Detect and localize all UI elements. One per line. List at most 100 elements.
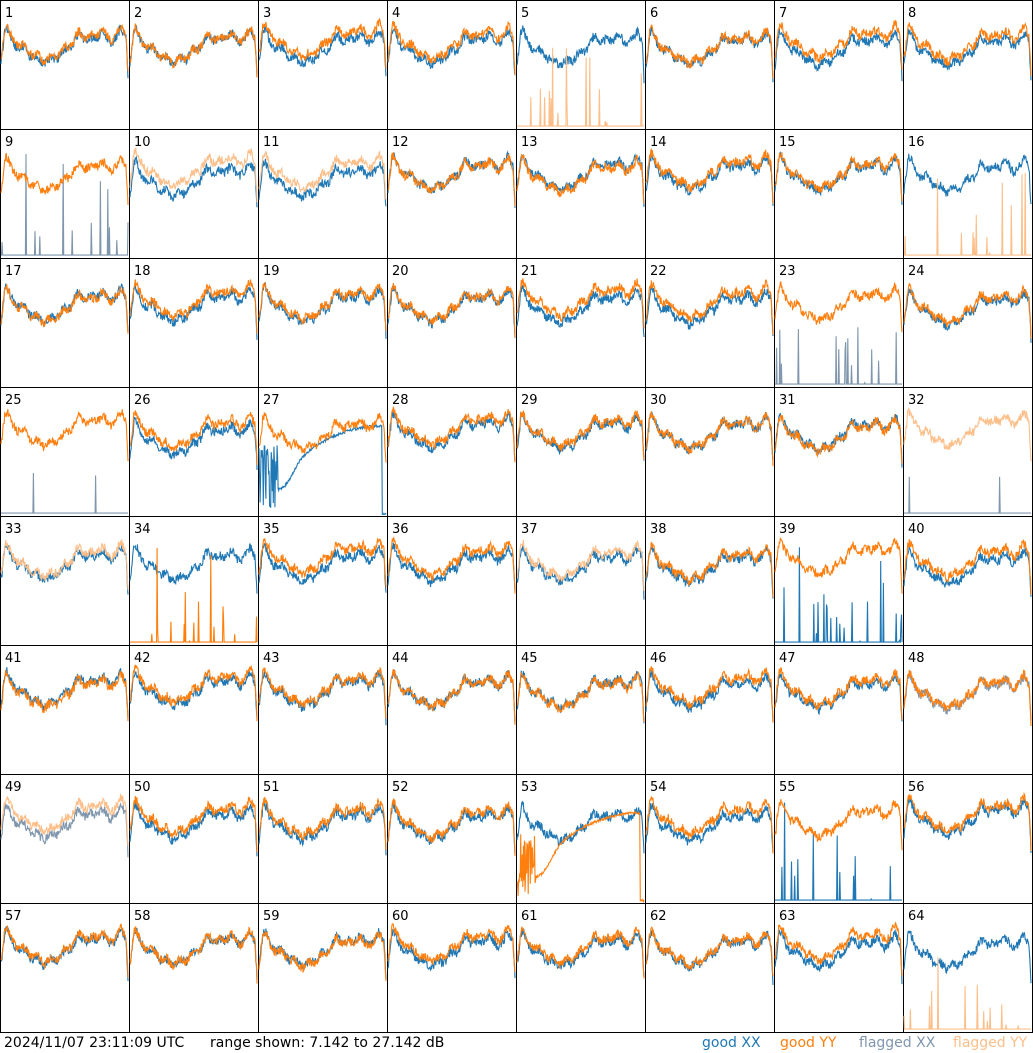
yy-trace [129, 279, 258, 334]
yy-trace [903, 172, 1031, 256]
antenna-panel-25: 25 [0, 387, 130, 517]
panel-label: 47 [779, 651, 796, 666]
antenna-panel-50: 50 [129, 774, 259, 904]
panel-frame [387, 387, 517, 517]
yy-trace [258, 150, 387, 200]
panel-label: 48 [908, 651, 925, 666]
xx-trace [903, 544, 1032, 597]
antenna-panel-21: 21 [516, 258, 646, 388]
yy-trace [516, 926, 645, 979]
panel-frame [774, 903, 904, 1033]
xx-trace [516, 153, 645, 207]
yy-trace [258, 17, 387, 69]
panel-label: 63 [779, 909, 796, 924]
panel-label: 52 [392, 780, 409, 795]
panel-label: 44 [392, 651, 409, 666]
yy-trace [774, 281, 903, 333]
yy-trace [387, 282, 516, 338]
antenna-panel-34: 34 [129, 516, 259, 646]
antenna-panel-19: 19 [258, 258, 388, 388]
yy-trace [645, 795, 774, 854]
xx-trace [903, 796, 1032, 854]
panel-label: 23 [779, 264, 796, 279]
panel-frame [0, 645, 130, 775]
panel-frame [903, 516, 1033, 646]
xx-trace [516, 25, 645, 84]
panel-frame [387, 258, 517, 388]
antenna-panel-56: 56 [903, 774, 1033, 904]
panel-label: 19 [263, 264, 280, 279]
xx-trace [645, 152, 774, 206]
panel-frame [774, 0, 904, 130]
yy-trace [0, 793, 129, 847]
yy-trace [516, 539, 645, 592]
antenna-panel-55: 55 [774, 774, 904, 904]
panel-label: 11 [263, 135, 280, 150]
panel-frame [903, 258, 1033, 388]
panel-label: 39 [779, 522, 796, 537]
antenna-panel-41: 41 [0, 645, 130, 775]
panel-frame [516, 774, 646, 904]
panel-frame [516, 387, 646, 517]
yy-trace [645, 148, 774, 204]
panel-frame [645, 129, 775, 259]
antenna-panel-43: 43 [258, 645, 388, 775]
yy-trace [774, 152, 903, 202]
yy-trace [258, 666, 387, 719]
xx-trace [645, 669, 774, 723]
panel-frame [516, 903, 646, 1033]
antenna-panel-39: 39 [774, 516, 904, 646]
antenna-panel-49: 49 [0, 774, 130, 904]
yy-trace [517, 47, 644, 127]
antenna-panel-12: 12 [387, 129, 517, 259]
panel-frame [129, 645, 259, 775]
antenna-panel-45: 45 [516, 645, 646, 775]
yy-trace [516, 670, 645, 723]
yy-trace [645, 541, 774, 598]
yy-trace [258, 930, 387, 982]
panel-label: 17 [5, 264, 22, 279]
panel-label: 32 [908, 393, 925, 408]
panel-frame [774, 774, 904, 904]
antenna-panel-11: 11 [258, 129, 388, 259]
xx-trace [774, 928, 903, 985]
xx-trace [258, 542, 387, 593]
yy-trace [903, 22, 1032, 77]
panel-label: 2 [134, 6, 142, 21]
yy-trace [0, 284, 129, 334]
antenna-panel-23: 23 [774, 258, 904, 388]
yy-trace [903, 957, 1031, 1030]
panel-frame [516, 0, 646, 130]
yy-trace [387, 923, 516, 973]
panel-frame [129, 903, 259, 1033]
yy-trace [774, 537, 903, 594]
yy-trace [903, 791, 1032, 852]
panel-label: 30 [650, 393, 667, 408]
panel-frame [903, 387, 1033, 517]
panel-frame [0, 0, 130, 130]
yy-trace [129, 22, 258, 78]
yy-trace [130, 547, 258, 643]
antenna-panel-10: 10 [129, 129, 259, 259]
antenna-panel-63: 63 [774, 903, 904, 1033]
panel-label: 41 [5, 651, 22, 666]
xx-trace [1, 472, 128, 514]
panel-label: 61 [521, 909, 538, 924]
panel-label: 10 [134, 135, 151, 150]
panel-label: 28 [392, 393, 409, 408]
panel-frame [258, 645, 388, 775]
panel-label: 49 [5, 780, 22, 795]
antenna-panel-7: 7 [774, 0, 904, 130]
panel-label: 21 [521, 264, 538, 279]
antenna-panel-17: 17 [0, 258, 130, 388]
legend-flagged-xx: flagged XX [859, 1035, 936, 1051]
panel-label: 40 [908, 522, 925, 537]
xx-trace [516, 800, 645, 854]
panel-label: 9 [5, 135, 13, 150]
panel-frame [645, 0, 775, 130]
yy-trace [0, 539, 129, 590]
panel-label: 15 [779, 135, 796, 150]
panel-label: 4 [392, 6, 400, 21]
xx-trace [129, 543, 258, 594]
timestamp: 2024/11/07 23:11:09 UTC [4, 1035, 185, 1051]
